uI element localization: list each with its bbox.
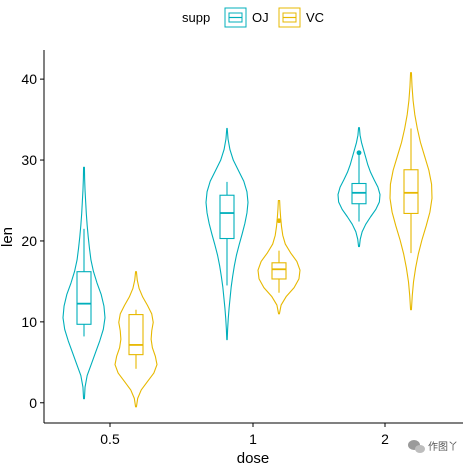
y-tick-label: 10 [21,314,37,330]
outlier-point [276,218,282,224]
y-axis-title: len [0,227,16,247]
x-tick-label: 1 [249,431,257,447]
x-tick-label: 0.5 [100,431,120,447]
watermark-text: 作图丫 [428,441,458,453]
watermark: 作图丫 [408,440,458,453]
plot-area [62,72,433,408]
violin-shape [114,271,158,408]
box-iqr [403,169,419,214]
box-iqr [76,271,92,325]
y-tick-label: 0 [29,395,37,411]
x-tick-label: 2 [381,431,389,447]
violin-group-oj-2 [337,127,381,248]
violin-group-oj-0.5 [62,166,106,400]
y-tick-label: 20 [21,233,37,249]
box-iqr [219,194,235,240]
y-tick-label: 40 [21,71,37,87]
wechat-icon [408,440,425,453]
legend-key-oj [224,7,247,28]
violin-group-vc-0.5 [114,271,158,408]
violin-shape [389,72,433,311]
legend-key-vc [278,7,301,28]
legend-label-vc: VC [306,10,324,25]
violin-shape [257,199,301,315]
box-iqr [128,314,144,356]
violin-shape [337,127,381,248]
legend: supp OJ VC [182,7,324,28]
y-tick-label: 30 [21,152,37,168]
outlier-point [356,150,362,156]
y-ticks: 0 10 20 30 40 [21,71,44,411]
x-ticks: 0.5 1 2 [100,423,389,447]
violin-shape [205,127,249,341]
x-axis-title: dose [237,450,270,467]
legend-label-oj: OJ [252,10,269,25]
violin-shape [62,166,106,400]
violin-group-vc-2 [389,72,433,311]
box-iqr [271,262,287,280]
legend-title: supp [182,10,210,25]
violin-group-oj-1 [205,127,249,341]
violin-group-vc-1 [257,199,301,315]
